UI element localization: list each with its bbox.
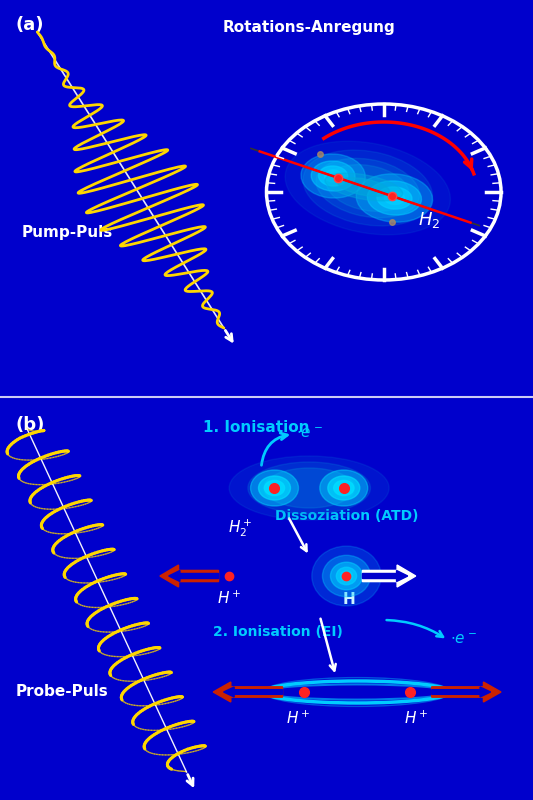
FancyArrow shape — [362, 565, 416, 587]
Ellipse shape — [320, 470, 368, 506]
Ellipse shape — [330, 562, 362, 590]
Ellipse shape — [341, 571, 352, 581]
Ellipse shape — [384, 191, 405, 205]
FancyArrow shape — [160, 565, 219, 587]
Ellipse shape — [334, 480, 354, 495]
FancyArrow shape — [432, 682, 501, 702]
Ellipse shape — [356, 174, 433, 222]
Ellipse shape — [389, 194, 400, 202]
Ellipse shape — [336, 567, 357, 585]
Ellipse shape — [322, 555, 370, 597]
Text: $H^+$: $H^+$ — [403, 710, 428, 726]
Text: $H_2^+$: $H_2^+$ — [228, 517, 252, 539]
Text: $\cdot e^-$: $\cdot e^-$ — [450, 633, 477, 647]
Ellipse shape — [251, 470, 298, 506]
Ellipse shape — [319, 166, 348, 186]
Ellipse shape — [229, 456, 389, 520]
Ellipse shape — [303, 150, 432, 226]
Ellipse shape — [285, 142, 450, 234]
Text: Rotations-Anregung: Rotations-Anregung — [223, 20, 395, 35]
Ellipse shape — [264, 468, 354, 508]
Ellipse shape — [328, 476, 360, 500]
Ellipse shape — [338, 178, 390, 196]
Ellipse shape — [264, 480, 285, 495]
Ellipse shape — [325, 170, 342, 182]
FancyArrow shape — [224, 687, 282, 697]
Text: (a): (a) — [16, 16, 44, 34]
Text: $H_2$: $H_2$ — [418, 210, 440, 230]
Text: (b): (b) — [16, 416, 45, 434]
Ellipse shape — [327, 165, 409, 211]
Text: $H^+$: $H^+$ — [286, 710, 311, 726]
Text: Pump-Puls: Pump-Puls — [21, 225, 112, 239]
Text: $H^+$: $H^+$ — [217, 590, 241, 606]
Ellipse shape — [248, 462, 370, 514]
Text: Probe-Puls: Probe-Puls — [16, 685, 109, 699]
FancyArrow shape — [362, 570, 408, 582]
Ellipse shape — [311, 161, 355, 191]
FancyArrow shape — [168, 570, 219, 582]
Text: $\cdot e^-$: $\cdot e^-$ — [296, 426, 322, 442]
Ellipse shape — [325, 173, 402, 201]
FancyArrow shape — [432, 687, 490, 697]
Ellipse shape — [329, 173, 337, 179]
Text: 2. Ionisation (EI): 2. Ionisation (EI) — [213, 625, 343, 639]
Text: 1. Ionisation: 1. Ionisation — [203, 421, 309, 435]
FancyArrow shape — [213, 682, 282, 702]
Ellipse shape — [377, 187, 412, 209]
Ellipse shape — [269, 484, 280, 492]
Ellipse shape — [301, 154, 365, 198]
Ellipse shape — [367, 181, 422, 215]
Ellipse shape — [316, 158, 419, 218]
Ellipse shape — [338, 484, 349, 492]
Text: Dissoziation (ATD): Dissoziation (ATD) — [274, 509, 418, 523]
Ellipse shape — [312, 546, 381, 606]
Text: H: H — [343, 593, 356, 607]
Ellipse shape — [259, 476, 290, 500]
